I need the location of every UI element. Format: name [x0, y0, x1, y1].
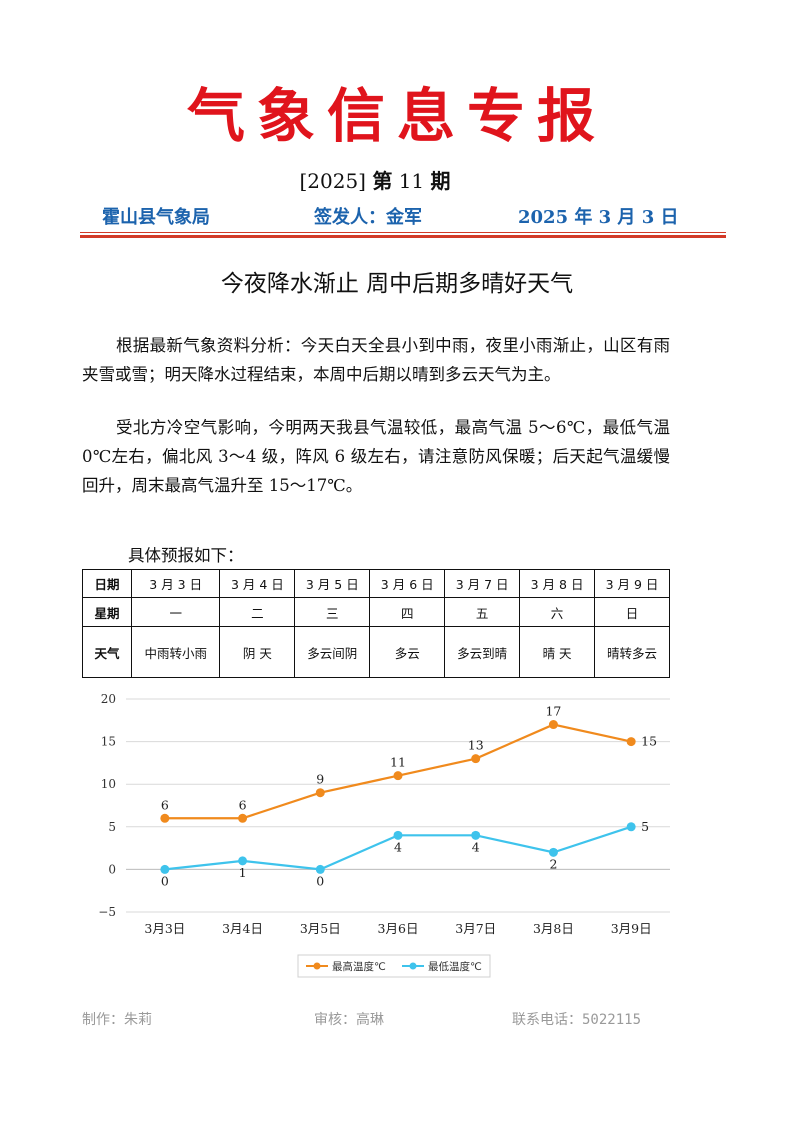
data-label: 1	[239, 865, 247, 880]
footer-reviewer: 审核：高琳	[314, 1012, 384, 1028]
data-point	[315, 864, 325, 874]
data-label: 15	[641, 734, 657, 749]
cell-date: 3 月 6 日	[369, 569, 446, 598]
issue-number-value: 11	[398, 169, 425, 193]
data-point	[160, 864, 170, 874]
legend-box	[297, 954, 491, 978]
issue-suffix: 期	[430, 169, 451, 193]
cell-weather: 中雨转小雨	[130, 626, 221, 678]
data-point	[548, 847, 558, 857]
data-label: 6	[239, 797, 247, 812]
issue-label: 第	[372, 169, 393, 193]
cell-weekday: 三	[294, 597, 371, 627]
cell-weather: 晴转多云	[594, 626, 670, 678]
data-label: 4	[394, 839, 402, 854]
data-point	[315, 788, 325, 798]
x-tick-label: 3月3日	[144, 921, 185, 936]
table-row-weather: 天气 中雨转小雨 阴 天 多云间阴 多云 多云到晴 晴 天 晴转多云	[82, 626, 670, 678]
cell-weekday: 二	[219, 597, 296, 627]
data-label: 6	[161, 797, 169, 812]
data-label: 0	[161, 873, 169, 888]
cell-date: 3 月 4 日	[219, 569, 296, 598]
cell-weather: 晴 天	[519, 626, 596, 678]
cell-weather: 多云间阴	[294, 626, 371, 678]
data-point	[238, 813, 248, 823]
data-point	[238, 856, 248, 866]
x-tick-label: 3月4日	[222, 921, 263, 936]
y-tick-label: 0	[108, 862, 116, 876]
data-point	[393, 771, 403, 781]
data-point	[393, 830, 403, 840]
y-tick-label: 10	[101, 777, 116, 791]
cell-date: 3 月 7 日	[444, 569, 521, 598]
header-rule-thin	[80, 232, 726, 233]
cell-date: 3 月 8 日	[519, 569, 596, 598]
data-label: 0	[316, 873, 324, 888]
bureau-name: 霍山县气象局	[102, 207, 210, 228]
issuer: 签发人：金军	[314, 207, 422, 228]
data-label: 9	[316, 772, 324, 787]
cell-weather: 阴 天	[219, 626, 296, 678]
forecast-intro: 具体预报如下：	[128, 546, 244, 565]
paragraph-2: 受北方冷空气影响，今明两天我县气温较低，最高气温 5～6℃，最低气温 0℃左右，…	[82, 418, 670, 495]
x-tick-label: 3月6日	[378, 921, 419, 936]
cell-weekday: 一	[130, 597, 221, 627]
data-point	[471, 754, 481, 764]
cell-weekday: 五	[444, 597, 521, 627]
cell-weather: 多云	[369, 626, 446, 678]
issue-year: [2025]	[299, 169, 366, 193]
data-point	[471, 830, 481, 840]
table-row-weekday: 星期 一 二 三 四 五 六 日	[82, 597, 670, 627]
row-label-weather: 天气	[82, 626, 132, 678]
data-label: 5	[641, 819, 649, 834]
row-label-weekday: 星期	[82, 597, 132, 627]
data-label: 4	[472, 839, 480, 854]
cell-weather: 多云到晴	[444, 626, 521, 678]
cell-date: 3 月 5 日	[294, 569, 371, 598]
y-tick-label: 5	[108, 820, 116, 834]
legend-marker	[409, 962, 417, 970]
cell-date: 3 月 9 日	[594, 569, 670, 598]
data-point	[626, 737, 636, 747]
headline: 今夜降水渐止 周中后期多晴好天气	[220, 271, 574, 297]
legend-label: 最低温度℃	[428, 960, 482, 973]
x-tick-label: 3月7日	[455, 921, 496, 936]
masthead-title: 气象信息专报	[186, 82, 607, 150]
data-label: 13	[468, 738, 484, 753]
data-point	[160, 813, 170, 823]
cell-weekday: 四	[369, 597, 446, 627]
footer-phone: 联系电话：5022115	[512, 1012, 642, 1028]
table-row-date: 日期 3 月 3 日 3 月 4 日 3 月 5 日 3 月 6 日 3 月 7…	[82, 569, 670, 598]
footer-maker: 制作：朱莉	[82, 1012, 152, 1028]
data-label: 2	[549, 856, 557, 871]
issue-date: 2025 年 3 月 3 日	[518, 207, 679, 228]
legend-marker	[313, 962, 321, 970]
paragraph-1: 根据最新气象资料分析：今天白天全县小到中雨，夜里小雨渐止，山区有雨夹雪或雪；明天…	[82, 336, 670, 384]
data-point	[548, 720, 558, 730]
legend-label: 最高温度℃	[332, 960, 386, 973]
x-tick-label: 3月9日	[611, 921, 652, 936]
x-tick-label: 3月8日	[533, 921, 574, 936]
data-label: 11	[390, 755, 406, 770]
data-label: 17	[545, 704, 561, 719]
row-label-date: 日期	[82, 569, 132, 598]
cell-date: 3 月 3 日	[130, 569, 221, 598]
forecast-table: 日期 3 月 3 日 3 月 4 日 3 月 5 日 3 月 6 日 3 月 7…	[82, 569, 670, 678]
header-rule-thick	[80, 235, 726, 238]
issue-number: [2025] 第 11 期	[0, 168, 750, 194]
y-tick-label: 20	[101, 692, 116, 706]
cell-weekday: 六	[519, 597, 596, 627]
data-point	[626, 822, 636, 832]
y-tick-label: −5	[98, 905, 116, 919]
x-tick-label: 3月5日	[300, 921, 341, 936]
y-tick-label: 15	[101, 735, 116, 749]
cell-weekday: 日	[594, 597, 670, 627]
